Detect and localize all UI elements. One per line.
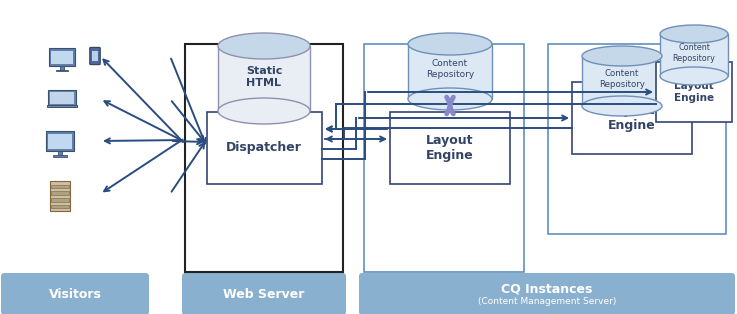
Text: Dispatcher: Dispatcher [226, 142, 302, 154]
Bar [660, 34, 728, 76]
Bar [207, 112, 322, 184]
Ellipse shape [408, 88, 492, 110]
Bar [218, 46, 310, 111]
Text: Layout
Engine: Layout Engine [608, 104, 656, 132]
Text: (Content Management Server): (Content Management Server) [478, 297, 616, 306]
Ellipse shape [660, 67, 728, 85]
Bar [52, 185, 69, 188]
Bar [582, 56, 662, 106]
Bar [51, 51, 73, 64]
Bar [46, 131, 74, 151]
Bar [52, 204, 69, 208]
Text: Content
Repository: Content Repository [673, 43, 716, 63]
Ellipse shape [218, 98, 310, 124]
Bar [572, 82, 692, 154]
Ellipse shape [408, 33, 492, 55]
Bar [58, 151, 62, 155]
Text: Content
Repository: Content Repository [426, 59, 474, 79]
Ellipse shape [582, 46, 662, 66]
Bar [49, 48, 74, 66]
Ellipse shape [660, 25, 728, 43]
FancyBboxPatch shape [90, 47, 100, 65]
Bar [56, 70, 69, 71]
FancyBboxPatch shape [359, 273, 735, 314]
Bar [185, 44, 343, 272]
Bar [49, 92, 74, 104]
Bar [656, 62, 732, 122]
Bar [49, 181, 71, 211]
Circle shape [66, 199, 68, 201]
Text: Content
Repository: Content Repository [599, 69, 645, 89]
Bar [52, 198, 69, 202]
Text: Layout
Engine: Layout Engine [426, 134, 474, 162]
Bar [548, 44, 726, 234]
Circle shape [66, 186, 68, 187]
Bar [48, 134, 72, 149]
Bar [53, 155, 67, 156]
Bar [92, 51, 98, 61]
Bar [52, 191, 69, 195]
Text: Web Server: Web Server [223, 288, 304, 300]
Text: CQ Instances: CQ Instances [501, 283, 593, 295]
Bar [408, 44, 492, 99]
Text: Static
HTML: Static HTML [246, 66, 282, 88]
Bar [60, 66, 64, 70]
Bar [47, 105, 77, 107]
FancyBboxPatch shape [1, 273, 149, 314]
FancyBboxPatch shape [182, 273, 346, 314]
Text: Layout
Engine: Layout Engine [674, 81, 714, 103]
Bar [390, 112, 510, 184]
Bar [364, 44, 524, 272]
Text: Visitors: Visitors [49, 288, 102, 300]
Ellipse shape [218, 33, 310, 59]
Ellipse shape [582, 96, 662, 116]
FancyBboxPatch shape [48, 90, 76, 105]
Circle shape [66, 192, 68, 194]
Circle shape [66, 206, 68, 207]
